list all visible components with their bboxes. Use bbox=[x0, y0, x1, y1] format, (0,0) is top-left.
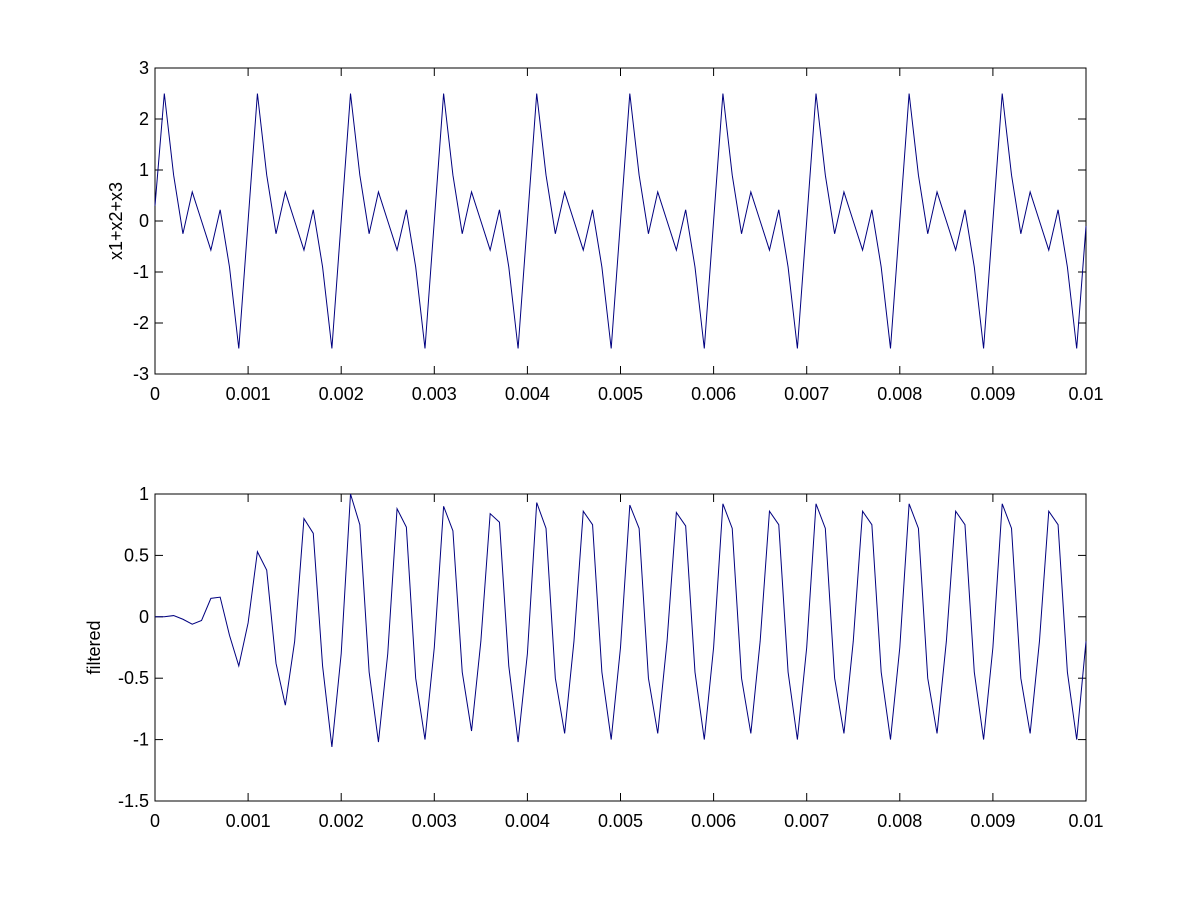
x-tick-label: 0.006 bbox=[691, 811, 736, 831]
data-line bbox=[154, 93, 1087, 349]
y-axis-label: filtered bbox=[84, 620, 104, 674]
x-tick-label: 0.001 bbox=[226, 811, 271, 831]
y-tick-label: 1 bbox=[139, 160, 149, 180]
y-tick-label: 1 bbox=[139, 484, 149, 504]
x-tick-label: 0.002 bbox=[319, 384, 364, 404]
y-tick-label: -1.5 bbox=[118, 791, 149, 811]
y-tick-label: 2 bbox=[139, 109, 149, 129]
x-tick-label: 0.007 bbox=[784, 811, 829, 831]
x-tick-label: 0.005 bbox=[598, 811, 643, 831]
x-tick-label: 0.01 bbox=[1068, 384, 1103, 404]
x-tick-label: 0.005 bbox=[598, 384, 643, 404]
y-tick-label: -0.5 bbox=[118, 668, 149, 688]
x-tick-label: 0.007 bbox=[784, 384, 829, 404]
x-tick-label: 0.006 bbox=[691, 384, 736, 404]
x-tick-label: 0.009 bbox=[970, 384, 1015, 404]
y-tick-label: 0.5 bbox=[124, 545, 149, 565]
x-tick-label: 0.008 bbox=[877, 811, 922, 831]
x-tick-label: 0.003 bbox=[412, 384, 457, 404]
x-tick-label: 0 bbox=[150, 384, 160, 404]
y-tick-label: -1 bbox=[133, 730, 149, 750]
y-tick-label: -3 bbox=[133, 364, 149, 384]
data-line bbox=[155, 493, 1087, 748]
x-tick-label: 0.01 bbox=[1068, 811, 1103, 831]
x-tick-label: 0.008 bbox=[877, 384, 922, 404]
y-tick-label: 0 bbox=[139, 211, 149, 231]
x-tick-label: 0.002 bbox=[319, 811, 364, 831]
x-tick-label: 0.004 bbox=[505, 811, 550, 831]
y-tick-label: -2 bbox=[133, 313, 149, 333]
y-axis-label: x1+x2+x3 bbox=[106, 182, 126, 260]
y-tick-label: -1 bbox=[133, 262, 149, 282]
x-tick-label: 0.009 bbox=[970, 811, 1015, 831]
y-tick-label: 0 bbox=[139, 607, 149, 627]
x-tick-label: 0 bbox=[150, 811, 160, 831]
x-tick-label: 0.001 bbox=[226, 384, 271, 404]
x-tick-label: 0.003 bbox=[412, 811, 457, 831]
x-tick-label: 0.004 bbox=[505, 384, 550, 404]
y-tick-label: 3 bbox=[139, 58, 149, 78]
